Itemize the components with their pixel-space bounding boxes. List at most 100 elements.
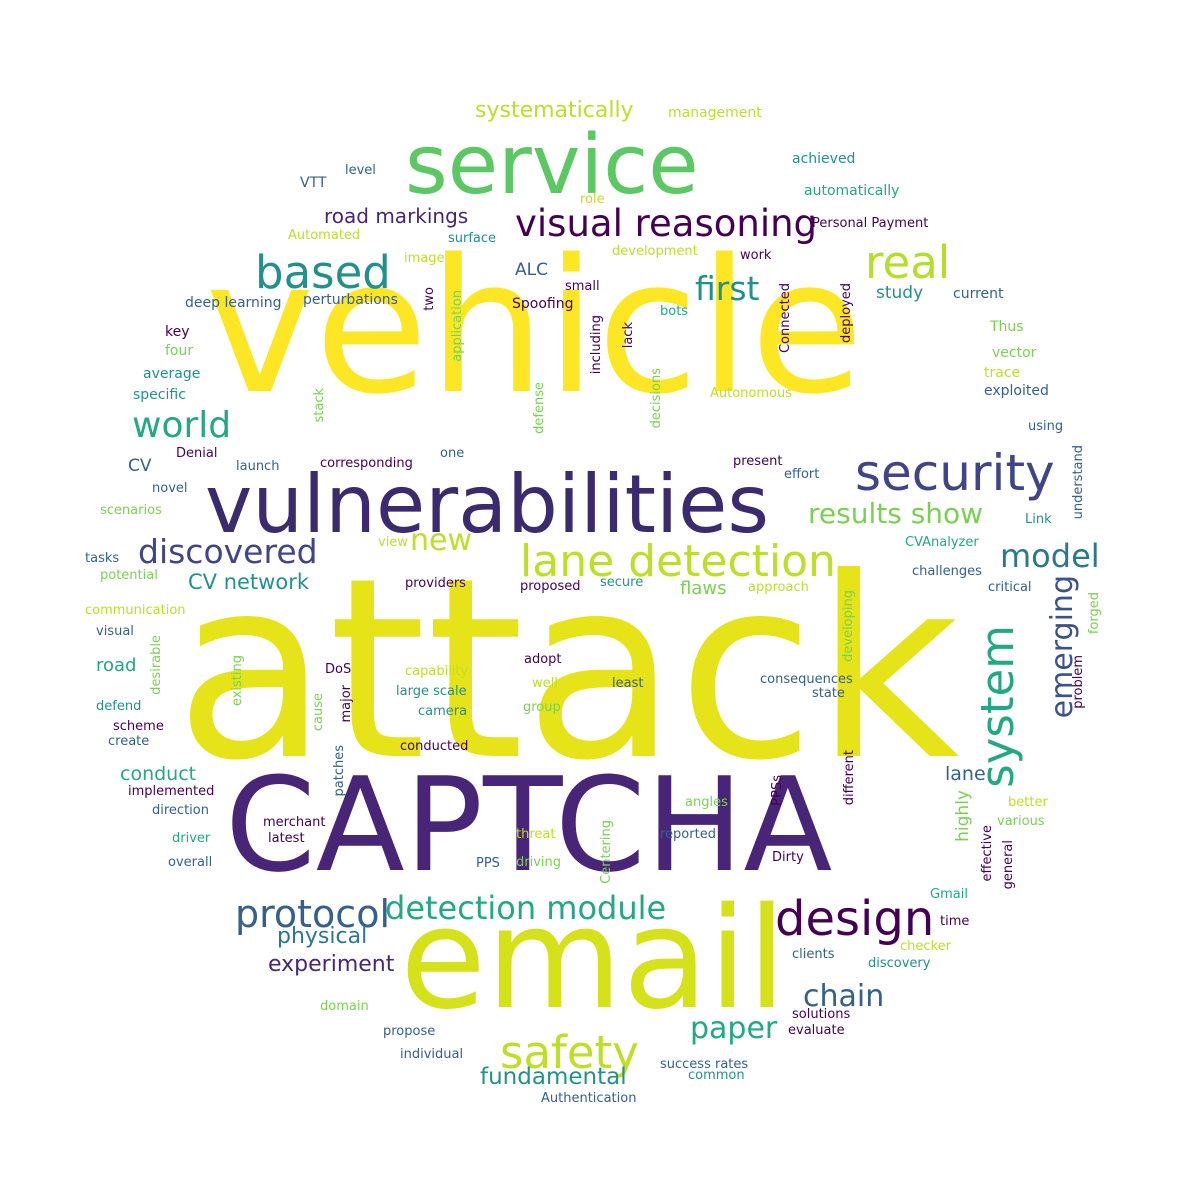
word-dirty: Dirty bbox=[772, 850, 804, 865]
word-existing: existing bbox=[230, 655, 245, 707]
word-surface: surface bbox=[448, 231, 497, 246]
word-ppss: PPSs bbox=[770, 775, 785, 806]
word-conducted: conducted bbox=[400, 739, 469, 754]
word-paper: paper bbox=[690, 1011, 778, 1046]
word-new: new bbox=[410, 523, 473, 558]
word-road: road bbox=[96, 655, 137, 676]
word-connected: Connected bbox=[778, 283, 793, 354]
word-detection-module: detection module bbox=[385, 889, 667, 927]
word-domain: domain bbox=[320, 999, 369, 1014]
word-developing: developing bbox=[841, 590, 856, 662]
word-small: small bbox=[565, 279, 600, 294]
word-desirable: desirable bbox=[149, 635, 164, 695]
word-based: based bbox=[255, 246, 391, 299]
word-one: one bbox=[440, 446, 465, 461]
word-present: present bbox=[733, 454, 783, 469]
word-camera: camera bbox=[418, 704, 468, 719]
word-launch: launch bbox=[236, 459, 280, 474]
word-large-scale: large scale bbox=[396, 684, 467, 699]
word-clients: clients bbox=[792, 947, 835, 962]
word-autonomous: Autonomous bbox=[710, 386, 793, 401]
word-design: design bbox=[775, 891, 935, 947]
word-protocol: protocol bbox=[235, 892, 391, 936]
word-potential: potential bbox=[100, 568, 158, 583]
word-denial: Denial bbox=[176, 446, 218, 461]
word-work: work bbox=[740, 248, 772, 263]
word-management: management bbox=[668, 105, 762, 121]
word-decisions: decisions bbox=[649, 368, 664, 429]
word-conduct: conduct bbox=[120, 763, 197, 785]
word-vehicle: vehicle bbox=[205, 219, 864, 435]
word-adopt: adopt bbox=[524, 652, 562, 667]
word-cv-network: CV network bbox=[188, 570, 309, 594]
word-first: first bbox=[695, 269, 760, 308]
word-group: group bbox=[523, 700, 561, 715]
word-bots: bots bbox=[660, 304, 689, 319]
word-patches: patches bbox=[332, 745, 347, 797]
word-results-show: results show bbox=[808, 497, 984, 530]
word-least: least bbox=[612, 676, 644, 691]
word-trace: trace bbox=[984, 365, 1021, 381]
word-state: state bbox=[812, 686, 845, 701]
word-solutions: solutions bbox=[792, 1007, 851, 1022]
word-attack: attack bbox=[175, 524, 960, 815]
word-latest: latest bbox=[268, 831, 305, 846]
word-safety: safety bbox=[500, 1026, 639, 1079]
word-vector: vector bbox=[992, 345, 1037, 361]
word-visual-reasoning: visual reasoning bbox=[515, 202, 818, 245]
word-exploited: exploited bbox=[984, 383, 1049, 399]
word-physical: physical bbox=[277, 924, 368, 949]
word-key: key bbox=[165, 324, 190, 340]
word-driving: driving bbox=[516, 855, 562, 870]
word-using: using bbox=[1028, 419, 1064, 434]
word-consequences: consequences bbox=[760, 672, 853, 687]
word-defense: defense bbox=[532, 382, 547, 434]
word-major: major bbox=[339, 685, 354, 723]
word-automatically: automatically bbox=[804, 183, 900, 199]
word-including: including bbox=[589, 315, 604, 375]
word-spoofing: Spoofing bbox=[512, 296, 574, 312]
word-thus: Thus bbox=[990, 319, 1024, 335]
word-implemented: implemented bbox=[128, 784, 215, 799]
word-success-rates: success rates bbox=[660, 1057, 749, 1072]
word-understand: understand bbox=[1071, 445, 1086, 520]
word-achieved: achieved bbox=[792, 151, 856, 167]
word-novel: novel bbox=[152, 481, 188, 496]
word-gmail: Gmail bbox=[930, 887, 968, 902]
word-security: security bbox=[855, 444, 1055, 502]
word-pps: PPS bbox=[476, 856, 500, 871]
word-corresponding: corresponding bbox=[320, 456, 413, 471]
word-scenarios: scenarios bbox=[100, 503, 162, 518]
word-secure: secure bbox=[600, 575, 644, 590]
word-vtt: VTT bbox=[300, 175, 327, 191]
word-reported: reported bbox=[660, 827, 716, 842]
word-deployed: deployed bbox=[839, 283, 854, 344]
word-level: level bbox=[345, 163, 376, 178]
word-different: different bbox=[842, 750, 857, 806]
word-role: role bbox=[580, 192, 605, 207]
word-real: real bbox=[865, 236, 951, 289]
word-checker: checker bbox=[900, 939, 951, 954]
word-road-markings: road markings bbox=[324, 204, 469, 228]
word-four: four bbox=[165, 343, 194, 359]
word-specific: specific bbox=[133, 387, 186, 403]
word-scheme: scheme bbox=[113, 719, 164, 734]
word-application: application bbox=[450, 290, 465, 362]
word-propose: propose bbox=[383, 1024, 436, 1039]
word-proposed: proposed bbox=[520, 579, 581, 594]
word-systematically: systematically bbox=[475, 98, 634, 123]
word-common: common bbox=[688, 1068, 745, 1083]
word-flaws: flaws bbox=[680, 578, 727, 599]
word-two: two bbox=[422, 287, 437, 311]
word-challenges: challenges bbox=[912, 564, 982, 579]
word-link: Link bbox=[1025, 512, 1052, 527]
word-defend: defend bbox=[96, 699, 142, 714]
word-highly: highly bbox=[953, 790, 973, 842]
word-captcha: CAPTCHA bbox=[225, 749, 833, 901]
word-evaluate: evaluate bbox=[788, 1023, 845, 1038]
word-driver: driver bbox=[172, 831, 211, 846]
word-various: various bbox=[997, 814, 1045, 829]
word-study: study bbox=[876, 283, 924, 303]
word-centering: Centering bbox=[599, 820, 614, 884]
word-dos: DoS bbox=[325, 662, 352, 677]
